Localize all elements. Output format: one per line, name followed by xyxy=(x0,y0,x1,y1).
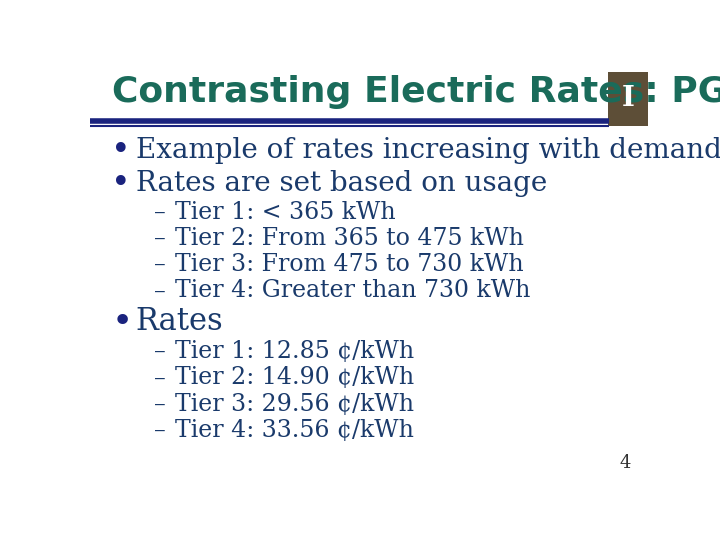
Text: Example of rates increasing with demand: Example of rates increasing with demand xyxy=(136,137,720,164)
Text: –: – xyxy=(154,201,166,224)
Text: –: – xyxy=(154,227,166,250)
Text: Tier 2: 14.90 ¢/kWh: Tier 2: 14.90 ¢/kWh xyxy=(175,367,414,389)
Text: Rates are set based on usage: Rates are set based on usage xyxy=(136,170,547,197)
Text: –: – xyxy=(154,419,166,442)
Text: Tier 3: From 475 to 730 kWh: Tier 3: From 475 to 730 kWh xyxy=(175,253,523,276)
Text: •: • xyxy=(111,133,131,166)
Text: –: – xyxy=(154,340,166,363)
Text: Tier 2: From 365 to 475 kWh: Tier 2: From 365 to 475 kWh xyxy=(175,227,523,250)
Text: Contrasting Electric Rates: PGE: Contrasting Electric Rates: PGE xyxy=(112,75,720,109)
Text: Tier 4: Greater than 730 kWh: Tier 4: Greater than 730 kWh xyxy=(175,280,530,302)
Text: –: – xyxy=(154,280,166,302)
Text: •: • xyxy=(111,167,131,200)
Text: •: • xyxy=(111,305,132,339)
Text: –: – xyxy=(154,253,166,276)
Text: Tier 4: 33.56 ¢/kWh: Tier 4: 33.56 ¢/kWh xyxy=(175,419,414,442)
Text: Rates: Rates xyxy=(136,306,223,338)
Text: –: – xyxy=(154,367,166,389)
Text: Tier 1: < 365 kWh: Tier 1: < 365 kWh xyxy=(175,201,395,224)
Text: –: – xyxy=(154,393,166,416)
FancyBboxPatch shape xyxy=(608,72,648,126)
Text: I: I xyxy=(621,85,634,112)
Text: Tier 1: 12.85 ¢/kWh: Tier 1: 12.85 ¢/kWh xyxy=(175,340,414,363)
Text: 4: 4 xyxy=(620,454,631,472)
Text: Tier 3: 29.56 ¢/kWh: Tier 3: 29.56 ¢/kWh xyxy=(175,393,414,416)
